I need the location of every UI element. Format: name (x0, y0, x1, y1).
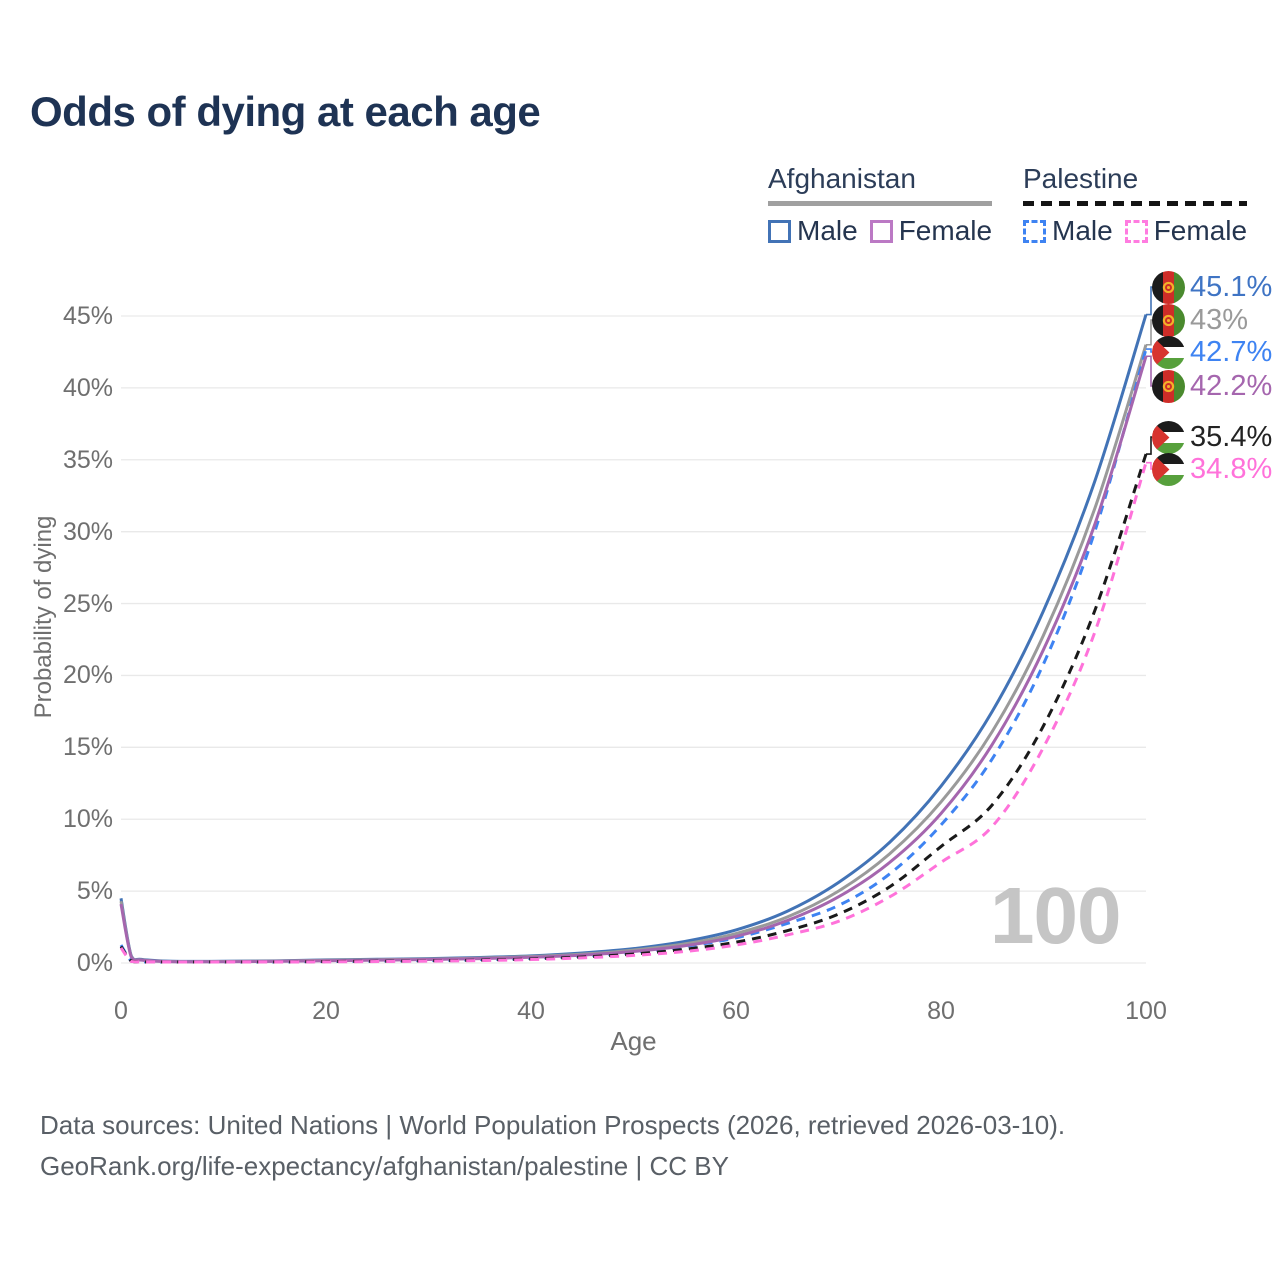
x-axis-title: Age (610, 1026, 657, 1056)
legend-item-afghanistan-female[interactable]: Female (869, 215, 993, 247)
end-label-afghanistan-male: 45.1% (1152, 270, 1272, 304)
x-tick-label: 60 (722, 997, 750, 1025)
end-label-value: 42.2% (1190, 369, 1273, 402)
legend-item-palestine-female[interactable]: Female (1124, 215, 1248, 247)
legend-afghanistan-title: Afghanistan (768, 163, 916, 194)
series-line-afghanistan-male[interactable] (119, 314, 1148, 963)
afghanistan-flag-icon (1152, 303, 1185, 337)
series-line-afghanistan-both[interactable] (119, 344, 1148, 964)
legend-label: Male (797, 215, 858, 246)
end-label-value: 42.7% (1190, 335, 1273, 368)
legend-label: Female (1153, 215, 1248, 246)
page-title: Odds of dying at each age (30, 88, 541, 135)
y-tick-label: 15% (62, 733, 113, 762)
x-tick-label: 80 (927, 997, 955, 1025)
palestine-flag-icon (1152, 420, 1185, 454)
y-tick-label: 45% (62, 302, 113, 330)
end-label-value: 35.4% (1190, 420, 1273, 453)
series-line-palestine-female[interactable] (119, 462, 1148, 964)
y-tick-label: 35% (62, 445, 113, 474)
x-tick-label: 20 (312, 997, 340, 1025)
y-tick-label: 10% (62, 805, 113, 834)
x-tick-label: 100 (1125, 997, 1167, 1025)
legend-label: Male (1052, 215, 1113, 246)
afghanistan-female-swatch (869, 219, 893, 243)
legend-item-afghanistan-male[interactable]: Male (768, 215, 858, 247)
afghanistan-solid-line-sample (768, 201, 993, 206)
afghanistan-flag-icon (1152, 270, 1185, 304)
y-tick-label: 0% (76, 949, 113, 977)
x-tick-label: 0 (114, 997, 128, 1025)
end-label-value: 45.1% (1190, 270, 1273, 303)
end-label-afghanistan-female: 42.2% (1152, 369, 1272, 403)
y-tick-label: 30% (62, 517, 113, 546)
end-label-palestine-both: 35.4% (1152, 420, 1272, 454)
hover-age-watermark: 100 (990, 871, 1121, 960)
palestine-flag-icon (1152, 335, 1185, 369)
series-line-afghanistan-female[interactable] (119, 355, 1148, 964)
legend-group-afghanistan: Afghanistan Male Female (768, 163, 993, 247)
legend-palestine-title: Palestine (1023, 163, 1139, 194)
legend-label: Female (898, 215, 993, 246)
legend-item-palestine-male[interactable]: Male (1023, 215, 1113, 247)
palestine-flag-icon (1152, 452, 1185, 486)
end-label-palestine-male: 42.7% (1152, 335, 1272, 369)
y-tick-label: 25% (62, 589, 113, 618)
x-tick-label: 40 (517, 997, 545, 1025)
afghanistan-male-swatch (768, 219, 791, 243)
end-label-value: 43% (1190, 303, 1249, 336)
end-label-palestine-female: 34.8% (1152, 452, 1272, 486)
palestine-male-swatch (1023, 219, 1046, 243)
end-label-value: 34.8% (1190, 452, 1273, 485)
end-label-afghanistan-both: 43% (1152, 303, 1248, 337)
y-tick-label: 5% (76, 877, 113, 906)
source-url-text: GeoRank.org/life-expectancy/afghanistan/… (40, 1151, 729, 1181)
palestine-dashed-line-sample (1023, 201, 1248, 206)
y-tick-label: 40% (62, 373, 113, 402)
palestine-female-swatch (1124, 219, 1148, 243)
legend-group-palestine: Palestine Male Female (1023, 163, 1248, 247)
y-tick-label: 20% (62, 661, 113, 690)
data-sources-text: Data sources: United Nations | World Pop… (40, 1110, 1066, 1140)
afghanistan-flag-icon (1152, 369, 1185, 403)
